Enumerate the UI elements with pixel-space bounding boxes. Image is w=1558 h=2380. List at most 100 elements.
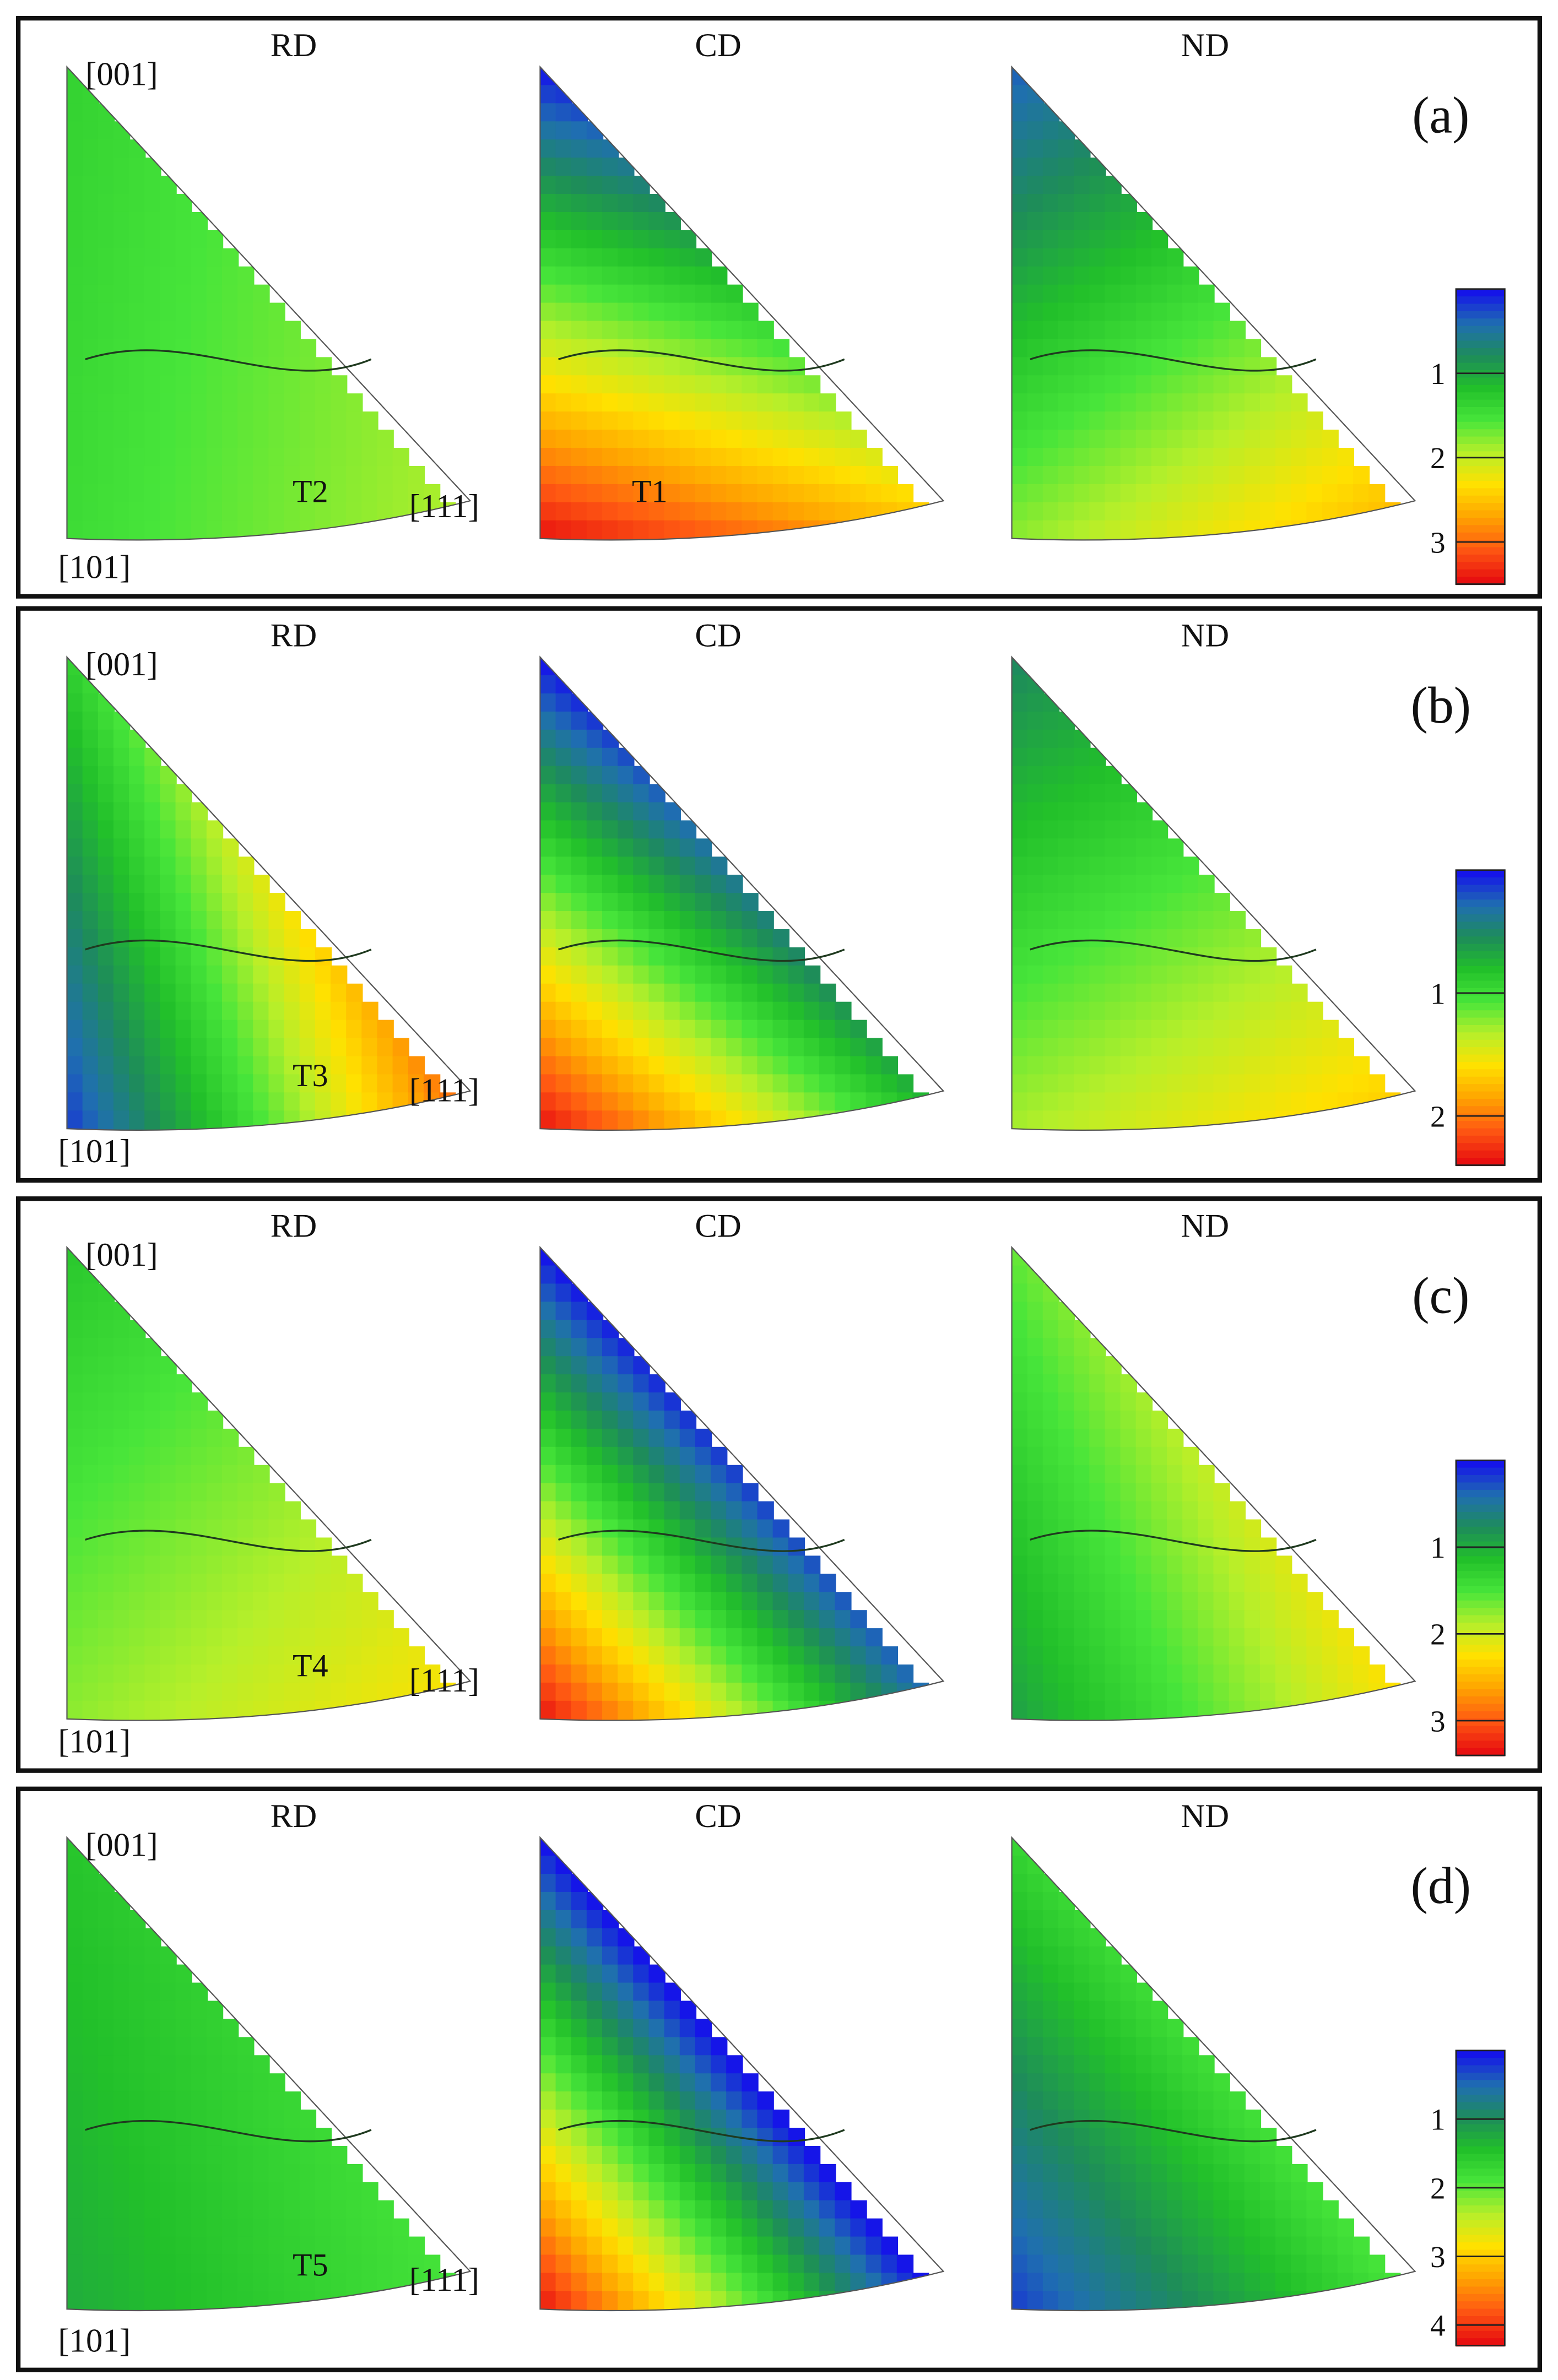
ipf-cell bbox=[618, 1555, 635, 1575]
ipf-cell bbox=[175, 1001, 192, 1021]
ipf-cell bbox=[602, 1392, 619, 1412]
ipf-cell bbox=[1306, 1628, 1323, 1648]
ipf-cell bbox=[237, 965, 255, 985]
ipf-cell bbox=[1120, 802, 1137, 822]
ipf-cell bbox=[803, 502, 821, 522]
ipf-cell bbox=[175, 1610, 192, 1630]
ipf-cell bbox=[82, 393, 100, 413]
ipf-cell bbox=[1182, 1664, 1199, 1684]
ipf-cell bbox=[571, 1074, 588, 1094]
annotation-t5: T5 bbox=[293, 2247, 328, 2283]
ipf-cell bbox=[571, 2254, 588, 2274]
colorbar-segment bbox=[1456, 289, 1505, 297]
ipf-cell bbox=[221, 965, 239, 985]
ipf-cell bbox=[819, 393, 836, 413]
ipf-cell bbox=[82, 1946, 100, 1966]
direction-label: CD bbox=[695, 617, 741, 654]
ipf-cell bbox=[1229, 2218, 1246, 2238]
ipf-cell bbox=[67, 448, 84, 468]
ipf-cell bbox=[82, 1110, 100, 1130]
ipf-cell bbox=[284, 1092, 301, 1112]
ipf-cell bbox=[299, 411, 317, 431]
ipf-cell bbox=[1322, 2200, 1339, 2220]
ipf-cell bbox=[788, 448, 805, 468]
ipf-cell bbox=[1182, 1628, 1199, 1648]
ipf-cell bbox=[602, 1483, 619, 1503]
ipf-cell bbox=[1074, 1982, 1091, 2002]
ipf-cell bbox=[1337, 2218, 1355, 2238]
ipf-cell bbox=[540, 411, 557, 431]
ipf-cell bbox=[772, 2145, 789, 2166]
ipf-cell bbox=[98, 2091, 115, 2111]
ipf-cell bbox=[618, 2019, 635, 2039]
ipf-cell bbox=[144, 448, 161, 468]
ipf-cell bbox=[1058, 1982, 1075, 2002]
ipf-cell bbox=[648, 965, 666, 985]
ipf-cell bbox=[299, 484, 317, 504]
colorbar-segment bbox=[1456, 399, 1505, 408]
ipf-cell bbox=[1306, 502, 1323, 522]
ipf-cell bbox=[206, 302, 224, 322]
ipf-cell bbox=[602, 2254, 619, 2274]
ipf-cell bbox=[175, 1700, 192, 1720]
ipf-cell bbox=[144, 2236, 161, 2256]
ipf-cell bbox=[1027, 1446, 1045, 1466]
ipf-cell bbox=[664, 1628, 681, 1648]
ipf-cell bbox=[1244, 411, 1262, 431]
ipf-cell bbox=[540, 1283, 557, 1303]
ipf-cell bbox=[160, 2000, 177, 2020]
ipf-cell bbox=[648, 1700, 666, 1720]
ipf-cell bbox=[1089, 1056, 1106, 1076]
ipf-cell bbox=[1135, 2164, 1153, 2184]
ipf-cell bbox=[618, 1946, 635, 1966]
ipf-cell bbox=[648, 2182, 666, 2202]
ipf-mask bbox=[55, 644, 485, 1153]
ipf-cell bbox=[571, 121, 588, 141]
ipf-cell bbox=[1011, 747, 1029, 767]
ipf-cell bbox=[555, 1574, 572, 1593]
ipf-cell bbox=[664, 2128, 681, 2148]
ipf-cell bbox=[1074, 230, 1091, 250]
ipf-cell bbox=[695, 393, 712, 413]
ipf-cell bbox=[648, 2164, 666, 2184]
ipf-cell bbox=[1135, 1001, 1153, 1021]
ipf-cell bbox=[268, 502, 285, 522]
ipf-cell bbox=[221, 1610, 239, 1630]
ipf-cell bbox=[618, 176, 635, 196]
ipf-cell bbox=[253, 448, 270, 468]
ipf-cell bbox=[695, 411, 712, 431]
ipf-cell bbox=[331, 430, 348, 449]
ipf-cell bbox=[679, 1465, 697, 1484]
ipf-cell bbox=[1167, 430, 1184, 449]
ipf-cell bbox=[1151, 1092, 1168, 1112]
ipf-cell bbox=[129, 2110, 146, 2129]
ipf-cell bbox=[1322, 430, 1339, 449]
ipf-cell bbox=[82, 1874, 100, 1894]
ipf-cell bbox=[664, 856, 681, 876]
ipf-cell bbox=[711, 1074, 728, 1094]
ipf-cell bbox=[540, 729, 557, 749]
ipf-cell bbox=[1058, 875, 1075, 894]
ipf-cell bbox=[113, 1410, 131, 1430]
ipf-cell bbox=[82, 2236, 100, 2256]
ipf-cell bbox=[206, 1038, 224, 1058]
ipf-cell bbox=[144, 2145, 161, 2166]
ipf-cell bbox=[586, 784, 604, 804]
ipf-cell bbox=[1058, 2200, 1075, 2220]
ipf-cell bbox=[1167, 393, 1184, 413]
ipf-cell bbox=[175, 502, 192, 522]
ipf-cell bbox=[1120, 1020, 1137, 1039]
ipf-cell bbox=[540, 2091, 557, 2111]
ipf-cell bbox=[1151, 838, 1168, 858]
ipf-cell bbox=[1027, 766, 1045, 785]
ipf-cell bbox=[695, 1056, 712, 1076]
ipf-cell bbox=[648, 266, 666, 286]
ipf-cell bbox=[633, 1392, 650, 1412]
ipf-cell bbox=[67, 1020, 84, 1039]
ipf-cell bbox=[1105, 2091, 1122, 2111]
ipf-cell bbox=[540, 766, 557, 785]
ipf-cell bbox=[1011, 1283, 1029, 1303]
ipf-cell bbox=[191, 2000, 208, 2020]
ipf-cell bbox=[144, 2000, 161, 2020]
ipf-cell bbox=[67, 2091, 84, 2111]
